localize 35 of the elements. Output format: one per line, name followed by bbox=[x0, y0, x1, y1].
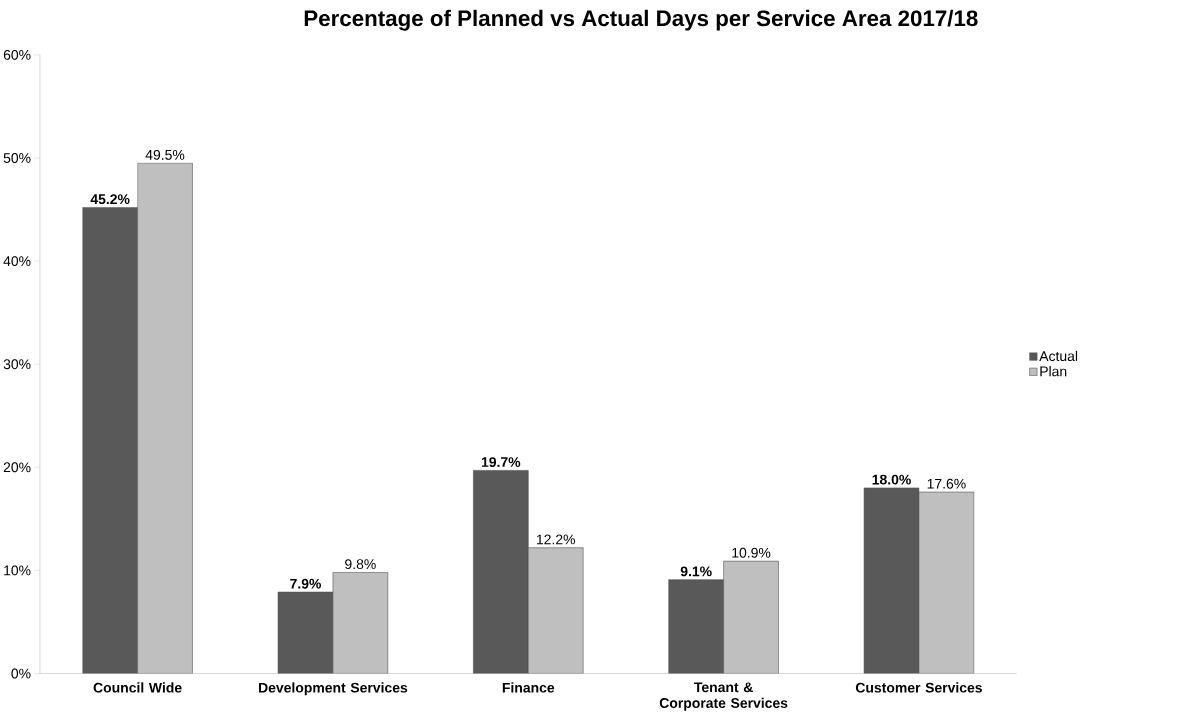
legend-label: Actual bbox=[1039, 350, 1078, 361]
bar bbox=[527, 547, 584, 674]
y-tick-label: 30% bbox=[3, 359, 31, 369]
x-tick-label: Tenant & Corporate Services bbox=[659, 682, 788, 711]
bar bbox=[82, 207, 138, 674]
y-tick-label: 10% bbox=[4, 565, 31, 576]
y-tick-label: 40% bbox=[3, 255, 31, 266]
x-tick-label: Finance bbox=[502, 682, 555, 693]
bar bbox=[277, 591, 334, 674]
bar bbox=[332, 572, 389, 674]
y-tick-label: 0% bbox=[11, 668, 31, 679]
data-label: 18.0% bbox=[872, 474, 911, 485]
y-tick-label: 60% bbox=[3, 49, 31, 60]
data-label: 12.2% bbox=[537, 534, 575, 545]
data-label: 7.9% bbox=[290, 578, 322, 589]
x-tick-label: Development Services bbox=[259, 682, 408, 696]
x-tick-label: Council Wide bbox=[93, 682, 182, 693]
data-label: 9.1% bbox=[680, 566, 712, 577]
data-label: 49.5% bbox=[145, 149, 185, 160]
data-label: 17.6% bbox=[927, 478, 966, 489]
chart-title: Percentage of Planned vs Actual Days per Service Area 2017/18 bbox=[304, 9, 978, 31]
data-label: 19.7% bbox=[481, 456, 521, 467]
data-label: 10.9% bbox=[732, 547, 771, 558]
bar bbox=[668, 579, 724, 674]
bar bbox=[863, 487, 920, 674]
x-tick-label: Customer Services bbox=[855, 682, 982, 693]
y-tick-label: 20% bbox=[3, 462, 31, 473]
bar bbox=[918, 491, 975, 674]
y-tick-label: 50% bbox=[3, 152, 31, 163]
legend-label: Plan bbox=[1040, 365, 1067, 377]
data-label: 9.8% bbox=[345, 559, 376, 569]
bar bbox=[473, 469, 529, 674]
bar bbox=[723, 560, 779, 674]
bar bbox=[137, 162, 193, 674]
data-label: 45.2% bbox=[90, 194, 130, 204]
